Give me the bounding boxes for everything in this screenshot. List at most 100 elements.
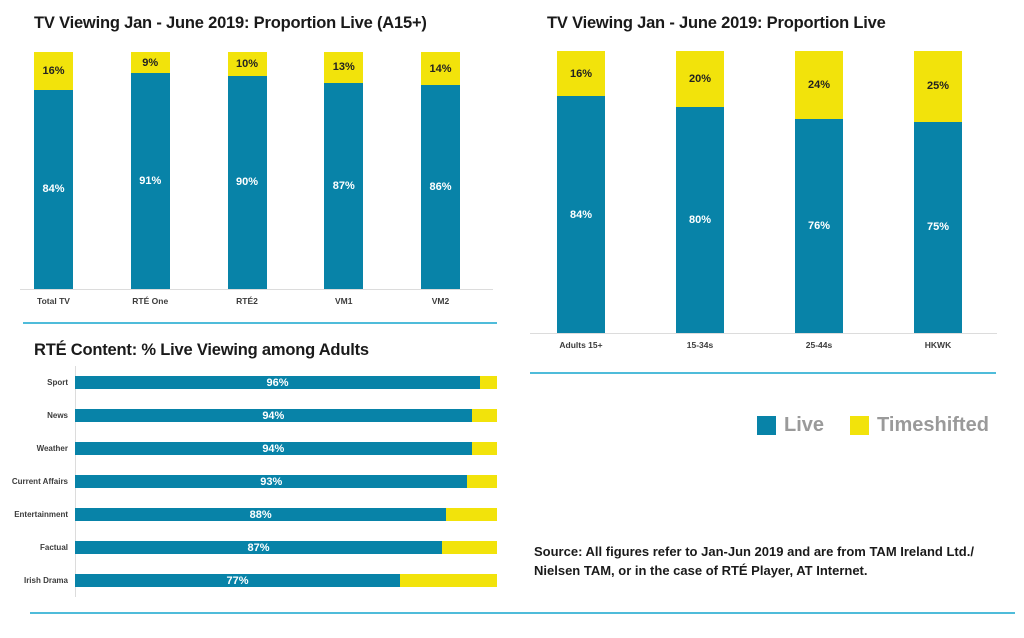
bar-segment-live: 84% bbox=[557, 96, 605, 333]
bar-segment-timeshifted bbox=[471, 409, 497, 422]
stacked-bar: 94% bbox=[75, 409, 497, 422]
bar-column: 25% 75% HKWK bbox=[914, 51, 962, 350]
category-label: 25-44s bbox=[805, 340, 833, 350]
category-label: HKWK bbox=[924, 340, 952, 350]
bar-segment-live: 87% bbox=[324, 82, 364, 289]
stacked-bar: 20% 80% bbox=[676, 51, 724, 333]
bar-segment-timeshifted: 20% bbox=[676, 51, 724, 108]
category-label: VM2 bbox=[431, 296, 450, 306]
source-note-line1: Source: All figures refer to Jan-Jun 201… bbox=[534, 544, 974, 559]
baseline-axis-demographic bbox=[530, 333, 997, 334]
bar-segment-live: 75% bbox=[914, 121, 962, 333]
bar-column: 16% 84% Adults 15+ bbox=[557, 51, 605, 350]
chart-title-live-by-demographic: TV Viewing Jan - June 2019: Proportion L… bbox=[547, 14, 886, 32]
legend-label-live: Live bbox=[784, 414, 825, 436]
stacked-bar: 24% 76% bbox=[795, 51, 843, 333]
stacked-bar: 25% 75% bbox=[914, 51, 962, 333]
legend-label-timeshifted: Timeshifted bbox=[877, 414, 989, 436]
bar-column: 20% 80% 15-34s bbox=[676, 51, 724, 350]
bar-segment-timeshifted bbox=[471, 442, 497, 455]
category-label: Entertainment bbox=[14, 510, 68, 519]
stacked-bar: 16% 84% bbox=[557, 51, 605, 333]
bar-segment-timeshifted: 10% bbox=[227, 52, 267, 76]
stacked-bar: 10% 90% bbox=[227, 52, 267, 289]
legend: Live Timeshifted bbox=[757, 414, 989, 437]
separator-line-left bbox=[23, 322, 497, 324]
bar-column: 14% 86% VM2 bbox=[421, 52, 460, 306]
stacked-bar: 16% 84% bbox=[34, 52, 73, 289]
bar-column: 10% 90% RTÉ2 bbox=[227, 52, 267, 306]
chart-title-rte-content: RTÉ Content: % Live Viewing among Adults bbox=[34, 341, 369, 359]
category-label: RTÉ2 bbox=[236, 296, 258, 306]
bar-column: 9% 91% RTÉ One bbox=[130, 52, 170, 306]
category-label: VM1 bbox=[335, 296, 353, 306]
source-note: Source: All figures refer to Jan-Jun 201… bbox=[534, 542, 974, 580]
bar-column: 13% 87% VM1 bbox=[324, 52, 364, 306]
bar-segment-timeshifted bbox=[467, 475, 497, 488]
separator-line-bottom bbox=[30, 612, 1015, 614]
chart-live-by-channel: 16% 84% Total TV 9% 91% RTÉ One 10% 90% RTÉ2 13% 8… bbox=[34, 52, 460, 306]
chart-live-by-demographic: 16% 84% Adults 15+ 20% 80% 15-34s 24% 76% 25-44s… bbox=[557, 51, 962, 350]
bar-segment-live: 87% bbox=[75, 541, 443, 554]
stacked-bar: 14% 86% bbox=[421, 52, 460, 289]
category-label: Weather bbox=[36, 444, 68, 453]
baseline-axis-channels bbox=[20, 289, 493, 290]
separator-line-right bbox=[530, 372, 996, 374]
source-note-line2: Nielsen TAM, or in the case of RTÉ Playe… bbox=[534, 563, 868, 578]
bar-segment-live: 77% bbox=[75, 574, 400, 587]
bar-segment-live: 96% bbox=[75, 376, 481, 389]
stacked-bar: 93% bbox=[75, 475, 497, 488]
bar-segment-timeshifted: 25% bbox=[914, 51, 962, 122]
category-label: Current Affairs bbox=[11, 477, 68, 486]
bar-column: 16% 84% Total TV bbox=[34, 52, 73, 306]
bar-segment-timeshifted: 14% bbox=[421, 52, 460, 86]
bar-segment-timeshifted bbox=[480, 376, 497, 389]
bar-segment-live: 80% bbox=[676, 107, 724, 333]
bar-segment-live: 86% bbox=[421, 85, 460, 289]
stacked-bar: 96% bbox=[75, 376, 497, 389]
bar-segment-timeshifted bbox=[399, 574, 497, 587]
bar-segment-live: 84% bbox=[34, 89, 73, 289]
category-label: Sport bbox=[47, 378, 68, 387]
bar-segment-live: 88% bbox=[75, 508, 447, 521]
bar-segment-live: 93% bbox=[75, 475, 468, 488]
chart-title-live-by-channel: TV Viewing Jan - June 2019: Proportion L… bbox=[34, 14, 427, 32]
chart-rte-content-live-viewing: Sport 96% News 94% Weather 94% Current Affairs… bbox=[5, 366, 497, 597]
bar-column: 24% 76% 25-44s bbox=[795, 51, 843, 350]
stacked-bar: 88% bbox=[75, 508, 497, 521]
category-label: 15-34s bbox=[686, 340, 714, 350]
bar-segment-live: 90% bbox=[227, 75, 267, 289]
legend-item-timeshifted: Timeshifted bbox=[850, 414, 989, 437]
category-label: Irish Drama bbox=[23, 576, 68, 585]
bar-row: Weather 94% bbox=[5, 432, 497, 465]
timeshifted-swatch-icon bbox=[850, 416, 870, 435]
bar-segment-timeshifted: 16% bbox=[34, 52, 73, 90]
bar-row: Irish Drama 77% bbox=[5, 564, 497, 597]
bar-segment-timeshifted bbox=[446, 508, 497, 521]
bar-segment-live: 91% bbox=[130, 73, 170, 289]
bar-row: Current Affairs 93% bbox=[5, 465, 497, 498]
category-label: RTÉ One bbox=[132, 296, 169, 306]
stacked-bar: 94% bbox=[75, 442, 497, 455]
bar-segment-timeshifted bbox=[442, 541, 497, 554]
stacked-bar: 9% 91% bbox=[130, 52, 170, 289]
stacked-bar: 77% bbox=[75, 574, 497, 587]
bar-segment-live: 94% bbox=[75, 442, 472, 455]
bar-row: Factual 87% bbox=[5, 531, 497, 564]
bar-row: News 94% bbox=[5, 399, 497, 432]
stacked-bar: 13% 87% bbox=[324, 52, 364, 289]
bar-segment-timeshifted: 13% bbox=[324, 52, 364, 83]
bar-segment-live: 94% bbox=[75, 409, 472, 422]
bar-segment-live: 76% bbox=[795, 118, 843, 333]
stacked-bar: 87% bbox=[75, 541, 497, 554]
legend-item-live: Live bbox=[757, 414, 824, 437]
category-label: Factual bbox=[39, 543, 68, 552]
bar-row: Sport 96% bbox=[5, 366, 497, 399]
bar-row: Entertainment 88% bbox=[5, 498, 497, 531]
bar-segment-timeshifted: 9% bbox=[130, 52, 170, 74]
category-label: News bbox=[47, 411, 68, 420]
bar-segment-timeshifted: 16% bbox=[557, 51, 605, 97]
category-label: Total TV bbox=[37, 296, 70, 306]
bar-segment-timeshifted: 24% bbox=[795, 51, 843, 119]
